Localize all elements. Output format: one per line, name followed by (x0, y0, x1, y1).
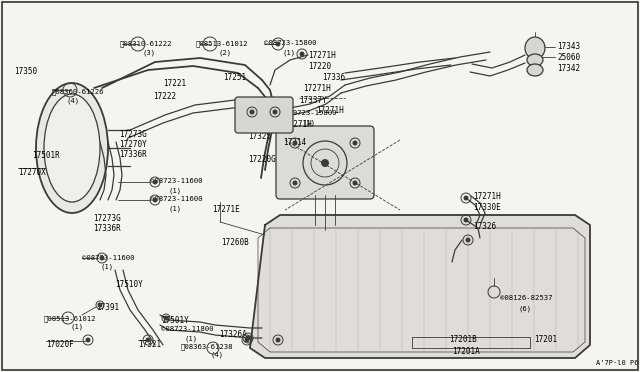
Text: 17201: 17201 (534, 335, 557, 344)
Polygon shape (250, 215, 590, 358)
Text: 17220: 17220 (308, 62, 331, 71)
Text: 17391: 17391 (96, 303, 119, 312)
Circle shape (353, 180, 358, 186)
Circle shape (273, 109, 278, 115)
Text: 17270Y: 17270Y (119, 140, 147, 149)
Text: 17271H: 17271H (303, 84, 331, 93)
Text: 17222: 17222 (153, 92, 176, 101)
Text: (1): (1) (282, 49, 295, 55)
Text: 17220G: 17220G (248, 155, 276, 164)
Text: 17510Y: 17510Y (115, 280, 143, 289)
Circle shape (86, 337, 90, 343)
Ellipse shape (36, 83, 108, 213)
Circle shape (145, 337, 150, 343)
Text: (1): (1) (302, 119, 315, 125)
Text: 17260B: 17260B (221, 238, 249, 247)
Text: 17270X: 17270X (18, 168, 45, 177)
Circle shape (275, 42, 280, 46)
Text: 17326: 17326 (473, 222, 496, 231)
Text: ©08723-15800: ©08723-15800 (264, 40, 317, 46)
Circle shape (246, 336, 250, 340)
Text: 17336R: 17336R (119, 150, 147, 159)
Text: ©08723-11600: ©08723-11600 (150, 196, 202, 202)
Text: (1): (1) (168, 187, 181, 193)
Circle shape (97, 302, 102, 308)
Text: (3): (3) (142, 49, 155, 55)
FancyBboxPatch shape (235, 97, 293, 133)
Circle shape (99, 256, 104, 260)
Text: 17271H: 17271H (308, 51, 336, 60)
Text: (4): (4) (210, 352, 223, 359)
Text: ©08723-11600: ©08723-11600 (150, 178, 202, 184)
Text: 17325: 17325 (248, 132, 271, 141)
Text: Ⓝ08513-61012: Ⓝ08513-61012 (196, 40, 248, 46)
Text: (1): (1) (168, 205, 181, 212)
Text: 17020F: 17020F (46, 340, 74, 349)
Text: 17201B: 17201B (449, 335, 477, 344)
Text: 17326A: 17326A (219, 330, 247, 339)
Text: 17271H: 17271H (284, 120, 312, 129)
Text: 17350: 17350 (14, 67, 37, 76)
Text: 17330E: 17330E (473, 203, 500, 212)
Text: 17201A: 17201A (452, 347, 480, 356)
Circle shape (275, 337, 280, 343)
Circle shape (292, 180, 298, 186)
Text: 17273G: 17273G (119, 130, 147, 139)
Circle shape (465, 237, 470, 243)
Circle shape (250, 109, 255, 115)
Text: 17221: 17221 (163, 79, 186, 88)
Circle shape (300, 51, 305, 57)
Text: 17501R: 17501R (32, 151, 60, 160)
Text: 17271E: 17271E (212, 205, 240, 214)
Text: ©08723-11600: ©08723-11600 (82, 255, 134, 261)
Text: ®08126-82537: ®08126-82537 (500, 295, 552, 301)
Ellipse shape (527, 54, 543, 66)
Text: ©08723-11800: ©08723-11800 (161, 326, 214, 332)
Text: (2): (2) (218, 49, 231, 55)
Text: 17336: 17336 (322, 73, 345, 82)
Text: Ⓝ08360-61226: Ⓝ08360-61226 (52, 88, 104, 94)
Circle shape (292, 141, 298, 145)
Text: (4): (4) (66, 97, 79, 103)
Text: 17343: 17343 (557, 42, 580, 51)
Text: 17336R: 17336R (93, 224, 121, 233)
Ellipse shape (44, 94, 100, 202)
Text: 17271H: 17271H (473, 192, 500, 201)
Text: 17337Y: 17337Y (299, 96, 327, 105)
Ellipse shape (525, 37, 545, 59)
Text: Ⓝ08363-61238: Ⓝ08363-61238 (181, 343, 234, 350)
Circle shape (244, 337, 250, 343)
Circle shape (152, 198, 157, 202)
Text: 17321: 17321 (138, 340, 161, 349)
Circle shape (353, 141, 358, 145)
Text: ©09723-15800: ©09723-15800 (284, 110, 337, 116)
Text: 17271H: 17271H (316, 106, 344, 115)
Text: (1): (1) (100, 264, 113, 270)
FancyBboxPatch shape (276, 126, 374, 199)
Text: 17314: 17314 (283, 138, 306, 147)
Circle shape (463, 196, 468, 201)
Text: Ⓝ08310-61222: Ⓝ08310-61222 (120, 40, 173, 46)
Text: A'7P·l0 P6: A'7P·l0 P6 (596, 360, 639, 366)
Circle shape (463, 218, 468, 222)
Text: 17273G: 17273G (93, 214, 121, 223)
Text: 17251: 17251 (223, 73, 246, 82)
Text: 17501Y: 17501Y (161, 316, 189, 325)
Text: (1): (1) (184, 335, 197, 341)
Circle shape (152, 180, 157, 185)
Text: (1): (1) (70, 324, 83, 330)
Text: 25060: 25060 (557, 53, 580, 62)
Circle shape (321, 159, 329, 167)
Text: (6): (6) (518, 305, 531, 311)
Ellipse shape (527, 64, 543, 76)
Text: 17342: 17342 (557, 64, 580, 73)
Circle shape (163, 315, 168, 321)
Text: Ⓝ08513-61012: Ⓝ08513-61012 (44, 315, 97, 322)
